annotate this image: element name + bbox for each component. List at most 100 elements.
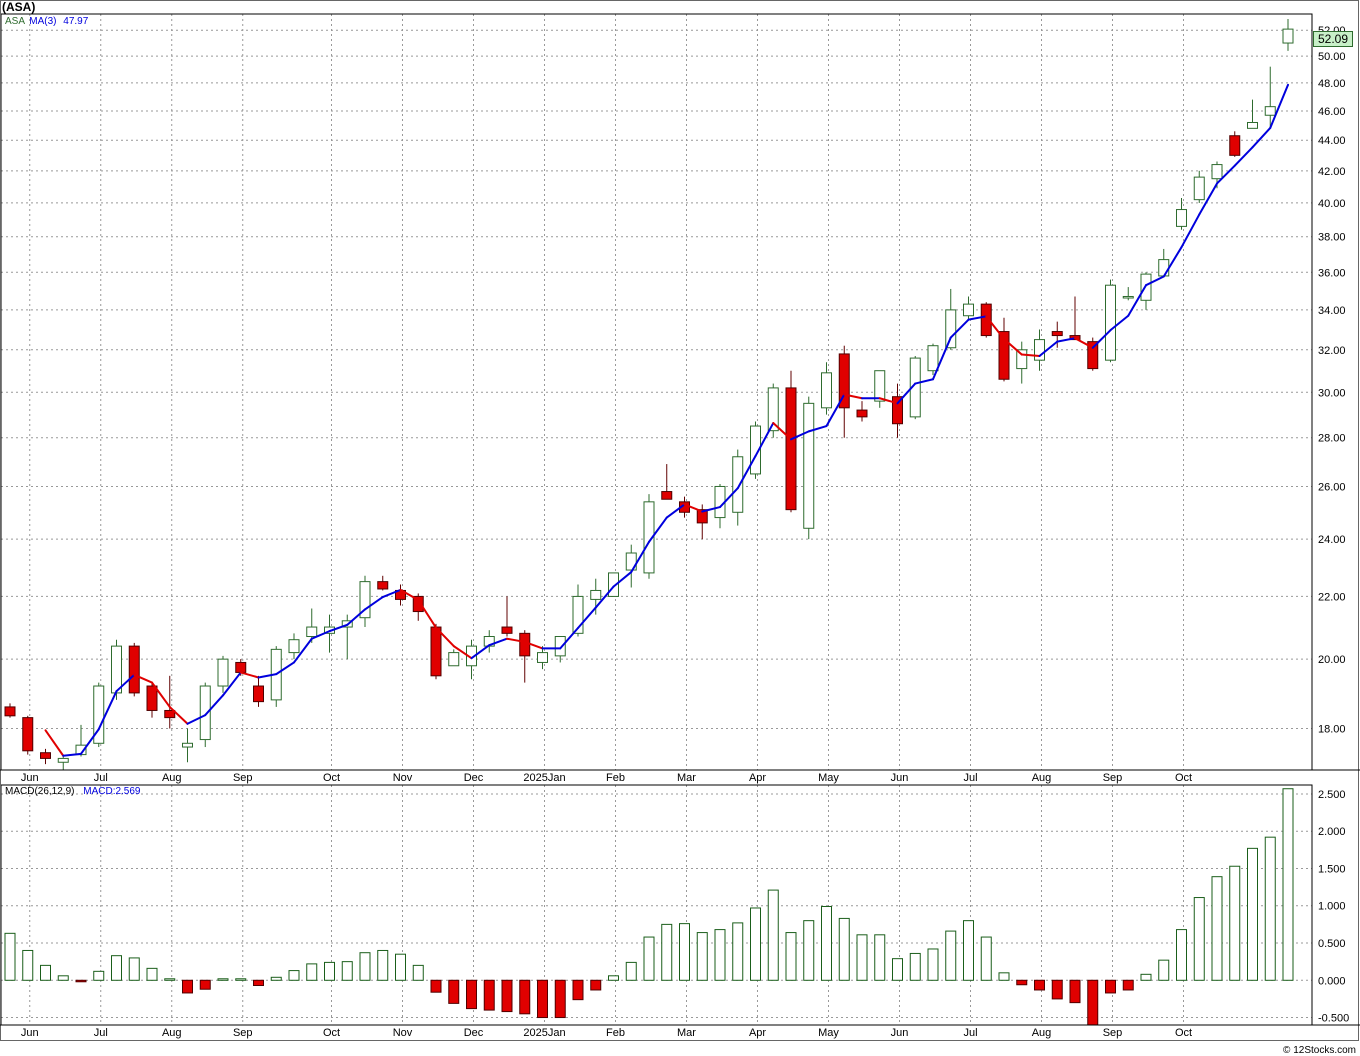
candle-body — [625, 552, 637, 571]
price-tick-label: 42.00 — [1318, 166, 1346, 178]
ma-segment — [417, 599, 437, 629]
macd-bar — [377, 949, 389, 981]
ma-segment — [1056, 337, 1076, 343]
ma-segment — [168, 705, 189, 725]
axis-labels: 18.00 20.00 22.00 24.00 26.00 28.00 30.00 32.00… — [21, 51, 1349, 1039]
price-x-label: May — [818, 772, 839, 784]
ma-segment — [949, 318, 970, 339]
price-tick-label: 46.00 — [1318, 106, 1346, 118]
macd-bar — [732, 922, 744, 981]
candle-body — [288, 639, 300, 654]
macd-tick-label: 2.000 — [1318, 826, 1346, 838]
ma-segment — [186, 714, 207, 725]
candle-body — [57, 757, 69, 763]
macd-bar — [874, 934, 886, 981]
macd-bar — [182, 979, 193, 994]
candle-body — [501, 626, 513, 634]
candle-body — [661, 491, 673, 500]
macd-bar — [164, 978, 176, 981]
macd-bar — [554, 979, 566, 1019]
macd-x-label: Dec — [464, 1027, 484, 1039]
macd-x-label: Jul — [963, 1027, 977, 1039]
ma-segment — [275, 661, 295, 676]
candle-body — [1051, 331, 1063, 337]
macd-bar — [696, 932, 708, 981]
macd-bar — [1034, 979, 1045, 991]
price-tick-label: 38.00 — [1318, 232, 1346, 244]
macd-bar — [821, 905, 832, 981]
macd-bar — [288, 970, 300, 981]
price-x-label: Jun — [891, 772, 909, 784]
ma-segment — [523, 640, 544, 650]
macd-bar — [359, 952, 371, 981]
ma-segment — [825, 393, 846, 428]
macd-bar — [714, 929, 726, 981]
macd-bar — [856, 934, 868, 981]
candle-body — [430, 626, 442, 677]
price-x-label: Feb — [606, 772, 625, 784]
candle-body — [1264, 106, 1276, 116]
macd-bar — [803, 920, 815, 981]
macd-bar — [1051, 979, 1063, 1000]
chart-title: (ASA) — [2, 0, 36, 14]
candle-body — [572, 595, 584, 634]
price-tick-label: 50.00 — [1318, 51, 1346, 63]
macd-bar — [1176, 929, 1187, 981]
ma-segment — [1216, 164, 1236, 185]
macd-bar — [22, 949, 34, 981]
candle-body — [821, 372, 832, 409]
macd-bar — [395, 953, 406, 981]
macd-x-label: Aug — [162, 1027, 182, 1039]
ma-segment — [1233, 146, 1254, 167]
candle-body — [1176, 209, 1187, 227]
candle-body — [1229, 135, 1241, 156]
macd-histogram — [4, 788, 1294, 1026]
macd-bar — [590, 979, 602, 991]
price-x-label: Oct — [323, 772, 340, 784]
ma-segment — [381, 588, 402, 599]
macd-x-label: Aug — [1032, 1027, 1052, 1039]
macd-tick-label: 2.500 — [1318, 789, 1346, 801]
macd-tick-label: 0.500 — [1318, 938, 1346, 950]
candle-body — [1122, 295, 1134, 299]
candle-body — [1211, 164, 1223, 180]
ma-segment — [1162, 246, 1183, 278]
macd-x-label: 2025Jan — [523, 1027, 565, 1039]
candle-body — [412, 595, 424, 613]
candle-body — [4, 706, 16, 717]
macd-bar — [430, 979, 442, 993]
macd-bar — [1016, 979, 1028, 986]
price-x-label: 2025Jan — [523, 772, 565, 784]
candle-body — [253, 685, 264, 703]
candle-body — [874, 370, 886, 402]
candle-body — [1140, 273, 1152, 301]
macd-tick-label: 1.500 — [1318, 863, 1346, 875]
macd-legend: MACD(26,12,9) MACD:2.569 — [5, 786, 141, 797]
macd-bar — [909, 952, 921, 981]
price-x-label: Nov — [393, 772, 413, 784]
ma-segment — [1198, 182, 1218, 216]
ma-segment — [1091, 329, 1112, 349]
candle-body — [111, 645, 122, 694]
ma-segment — [239, 671, 260, 679]
price-x-label: Sep — [1103, 772, 1123, 784]
candle-body — [22, 717, 34, 752]
ma-segment — [665, 503, 686, 519]
price-tick-label: 20.00 — [1318, 654, 1346, 666]
candle-body — [40, 752, 51, 759]
candle-body — [217, 658, 229, 687]
ma-segment — [967, 315, 988, 321]
price-x-label: Sep — [233, 772, 253, 784]
ma-segment — [754, 422, 775, 458]
macd-bar — [57, 975, 69, 981]
macd-bar — [412, 964, 424, 981]
macd-bar — [767, 889, 779, 981]
price-tick-label: 36.00 — [1318, 267, 1346, 279]
macd-bar — [270, 976, 282, 981]
macd-tick-label: 0.000 — [1318, 975, 1346, 987]
ma-segment — [346, 608, 366, 626]
price-x-label: Jul — [94, 772, 108, 784]
macd-bar — [785, 932, 797, 981]
ma-segment — [62, 752, 82, 757]
